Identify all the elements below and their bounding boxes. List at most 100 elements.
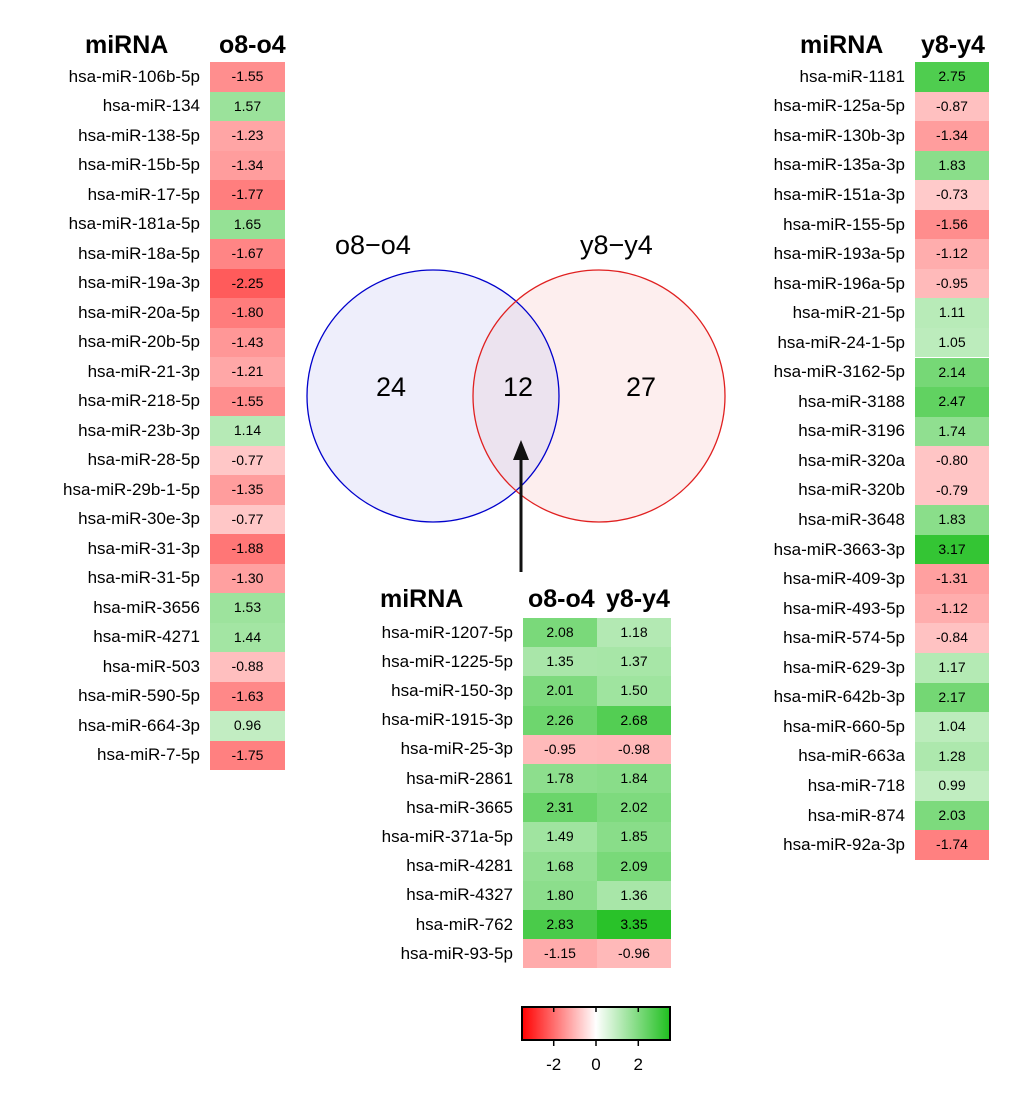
mirna-label: hsa-miR-93-5p <box>400 943 513 963</box>
heatmap-cell: 1.84 <box>597 764 671 794</box>
venn-count-a-only: 24 <box>376 372 407 402</box>
mirna-label: hsa-miR-155-5p <box>783 214 905 234</box>
heatmap-cell: -1.55 <box>210 62 285 92</box>
mirna-label: hsa-miR-196a-5p <box>773 273 905 293</box>
heatmap-cell: 1.68 <box>523 851 597 881</box>
colorbar-tick-label: 2 <box>633 1055 644 1074</box>
heatmap-cell: 1.80 <box>523 880 597 910</box>
mirna-label: hsa-miR-4281 <box>406 856 513 876</box>
heatmap-cell: 2.75 <box>915 62 989 92</box>
heatmap-cell: 1.74 <box>915 416 989 447</box>
mirna-label: hsa-miR-21-5p <box>792 303 905 323</box>
mirna-label: hsa-miR-4271 <box>93 627 200 647</box>
heatmap-cell: 2.68 <box>597 705 671 735</box>
heatmap-cell: 1.49 <box>523 822 597 852</box>
heatmap-cell: 1.14 <box>210 416 285 446</box>
mirna-label: hsa-miR-1225-5p <box>381 651 513 671</box>
heatmap-cell: -1.15 <box>523 939 597 969</box>
heatmap-cell: 1.18 <box>597 618 671 648</box>
heatmap-cell: -0.95 <box>915 268 989 299</box>
heatmap-cell: -0.73 <box>915 180 989 210</box>
mirna-label: hsa-miR-31-3p <box>87 538 200 558</box>
heatmap-cell: 0.99 <box>915 771 989 801</box>
heatmap-cell: 1.17 <box>915 653 989 683</box>
heatmap-cell: -1.77 <box>210 180 285 210</box>
heatmap-cell: 3.35 <box>597 910 671 940</box>
heatmap-cell: 1.37 <box>597 647 671 677</box>
heatmap-cell: -0.80 <box>915 446 989 476</box>
heatmap-cell: -1.67 <box>210 239 285 269</box>
heatmap-cell: 3.17 <box>915 534 989 565</box>
mirna-label: hsa-miR-3188 <box>798 391 905 411</box>
heatmap-cell: -1.31 <box>915 564 989 594</box>
heatmap-cell: 2.26 <box>523 705 597 735</box>
mirna-label: hsa-miR-4327 <box>406 885 513 905</box>
colorbar-tick-label: -2 <box>546 1055 562 1074</box>
mirna-label: hsa-miR-590-5p <box>78 686 200 706</box>
heatmap-cell: 2.03 <box>915 800 989 831</box>
heatmap-cell: 2.08 <box>523 618 597 648</box>
mirna-label: hsa-miR-18a-5p <box>78 243 200 263</box>
heatmap-cell: -1.30 <box>210 563 285 593</box>
mirna-label: hsa-miR-660-5p <box>783 716 905 736</box>
heatmap-cell: -2.25 <box>210 268 285 298</box>
heatmap-cell: 2.02 <box>597 793 671 823</box>
mirna-label: hsa-miR-138-5p <box>78 125 200 145</box>
mirna-label: hsa-miR-130b-3p <box>773 125 905 145</box>
mirna-label: hsa-miR-181a-5p <box>68 214 200 234</box>
heatmap-cell: -0.96 <box>597 939 671 969</box>
heatmap-cell: 2.09 <box>597 851 671 881</box>
mirna-label: hsa-miR-3162-5p <box>773 362 905 382</box>
mirna-label: hsa-miR-574-5p <box>783 628 905 648</box>
colorbar-tick-label: 0 <box>591 1055 601 1074</box>
heatmap-cell: 2.31 <box>523 793 597 823</box>
heatmap-cell: 1.85 <box>597 822 671 852</box>
mirna-label: hsa-miR-664-3p <box>78 715 200 735</box>
heatmap-cell: 1.11 <box>915 298 989 328</box>
mirna-label: hsa-miR-718 <box>807 775 905 795</box>
heatmap-cell: 1.36 <box>597 880 671 910</box>
heatmap-cell: 1.04 <box>915 712 989 742</box>
mirna-label: hsa-miR-7-5p <box>97 745 200 765</box>
mirna-label: hsa-miR-193a-5p <box>773 244 905 264</box>
heatmap-cell: -0.98 <box>597 734 671 764</box>
mirna-label: hsa-miR-15b-5p <box>78 155 200 175</box>
heatmap-cell: -1.35 <box>210 475 285 505</box>
venn-count-b-only: 27 <box>626 372 657 402</box>
heatmap-cell: -1.12 <box>915 593 989 624</box>
heatmap-cell: 1.28 <box>915 741 989 772</box>
mirna-label: hsa-miR-92a-3p <box>783 835 905 855</box>
mirna-label: hsa-miR-20b-5p <box>78 332 200 352</box>
mirna-label: hsa-miR-135a-3p <box>773 155 905 175</box>
heatmap-cell: -0.77 <box>210 504 285 534</box>
row-header-middle: miRNA <box>380 585 464 613</box>
column-header-right: y8-y4 <box>921 31 985 59</box>
mirna-label: hsa-miR-151a-3p <box>773 184 905 204</box>
mirna-label: hsa-miR-106b-5p <box>68 66 200 86</box>
mirna-label: hsa-miR-1181 <box>799 66 905 86</box>
mirna-label: hsa-miR-134 <box>102 96 200 116</box>
heatmap-cell: -1.55 <box>210 386 285 416</box>
heatmap-cell: 1.65 <box>210 209 285 239</box>
row-header-left: miRNA <box>85 31 169 59</box>
mirna-label: hsa-miR-24-1-5p <box>777 332 905 352</box>
mirna-label: hsa-miR-762 <box>415 914 513 934</box>
heatmap-cell: 1.44 <box>210 622 285 652</box>
heatmap-cell: 1.83 <box>915 150 989 181</box>
mirna-label: hsa-miR-21-3p <box>87 361 200 381</box>
mirna-label: hsa-miR-19a-3p <box>78 273 200 293</box>
mirna-label: hsa-miR-1207-5p <box>381 622 513 642</box>
heatmap-cell: 2.01 <box>523 676 597 706</box>
mirna-label: hsa-miR-874 <box>807 805 905 825</box>
heatmap-cell: -1.80 <box>210 298 285 328</box>
heatmap-cell: -1.34 <box>210 150 285 180</box>
heatmap-cell: -1.43 <box>210 327 285 357</box>
mirna-label: hsa-miR-663a <box>798 746 905 766</box>
heatmap-cell: -1.56 <box>915 209 989 240</box>
heatmap-cell: 1.57 <box>210 91 285 121</box>
mirna-label: hsa-miR-29b-1-5p <box>63 479 200 499</box>
mirna-label: hsa-miR-125a-5p <box>773 96 905 116</box>
heatmap-cell: 2.17 <box>915 682 989 713</box>
heatmap-cell: -0.77 <box>210 445 285 475</box>
